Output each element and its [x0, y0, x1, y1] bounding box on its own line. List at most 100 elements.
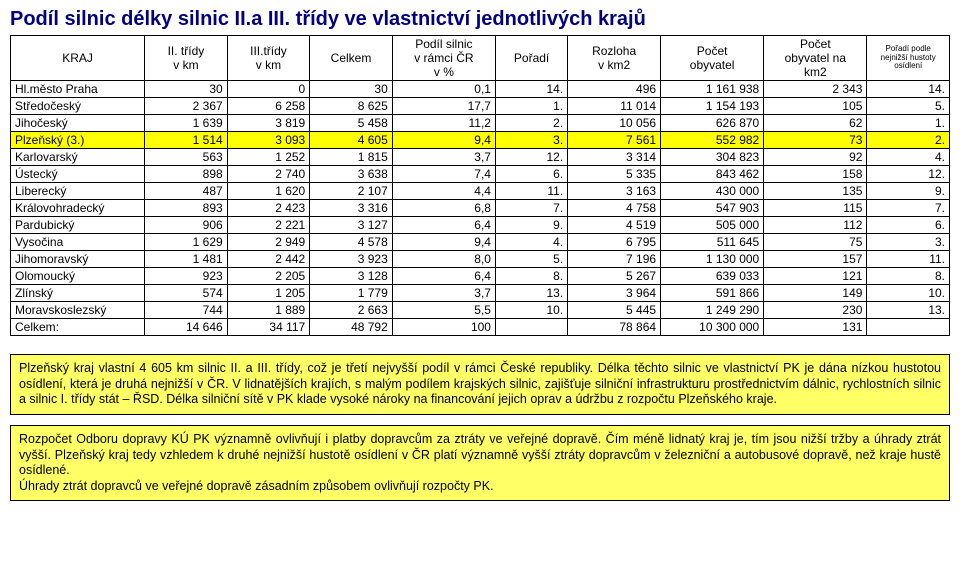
row-value: 1 639 [145, 115, 228, 132]
row-value: 2 205 [227, 268, 310, 285]
table-row: Plzeňský (3.)1 5143 0934 6059,43.7 56155… [11, 132, 950, 149]
row-value: 112 [764, 217, 867, 234]
row-value: 10. [495, 302, 567, 319]
row-value: 1 779 [310, 285, 393, 302]
row-value: 105 [764, 98, 867, 115]
row-value: 304 823 [661, 149, 764, 166]
col-header: Početobyvatel nakm2 [764, 36, 867, 81]
row-value: 30 [310, 81, 393, 98]
table-row: Karlovarský5631 2521 8153,712.3 314304 8… [11, 149, 950, 166]
row-value: 10 300 000 [661, 319, 764, 336]
row-value: 9. [867, 183, 950, 200]
row-value: 6. [867, 217, 950, 234]
row-value: 12. [495, 149, 567, 166]
table-row: Vysočina1 6292 9494 5789,44.6 795511 645… [11, 234, 950, 251]
row-value: 48 792 [310, 319, 393, 336]
table-row: Královohradecký8932 4233 3166,87.4 75854… [11, 200, 950, 217]
row-value: 6,4 [392, 217, 495, 234]
row-value: 4 758 [568, 200, 661, 217]
row-label: Královohradecký [11, 200, 145, 217]
row-value: 149 [764, 285, 867, 302]
row-value: 13. [867, 302, 950, 319]
row-value: 1 815 [310, 149, 393, 166]
row-label: Středočeský [11, 98, 145, 115]
row-value: 1 205 [227, 285, 310, 302]
row-label: Jihomoravský [11, 251, 145, 268]
row-value: 5. [495, 251, 567, 268]
row-value: 843 462 [661, 166, 764, 183]
row-label: Vysočina [11, 234, 145, 251]
row-label: Olomoucký [11, 268, 145, 285]
row-value: 6. [495, 166, 567, 183]
table-row: Středočeský2 3676 2588 62517,71.11 0141 … [11, 98, 950, 115]
paragraph-1: Plzeňský kraj vlastní 4 605 km silnic II… [10, 354, 950, 415]
table-row: Liberecký4871 6202 1074,411.3 163430 000… [11, 183, 950, 200]
col-header: Celkem [310, 36, 393, 81]
row-label: Pardubický [11, 217, 145, 234]
row-label: Moravskoslezský [11, 302, 145, 319]
table-row: Moravskoslezský7441 8892 6635,510.5 4451… [11, 302, 950, 319]
row-value: 115 [764, 200, 867, 217]
row-value: 11 014 [568, 98, 661, 115]
row-value: 1 620 [227, 183, 310, 200]
row-value: 3 314 [568, 149, 661, 166]
row-value: 8,0 [392, 251, 495, 268]
row-value: 2 343 [764, 81, 867, 98]
row-value: 14 646 [145, 319, 228, 336]
row-label: Hl.město Praha [11, 81, 145, 98]
row-value: 17,7 [392, 98, 495, 115]
row-value: 496 [568, 81, 661, 98]
row-label: Jihočeský [11, 115, 145, 132]
row-value: 8 625 [310, 98, 393, 115]
row-value: 30 [145, 81, 228, 98]
table-row: Zlínský5741 2051 7793,713.3 964591 86614… [11, 285, 950, 302]
row-value: 3 127 [310, 217, 393, 234]
row-value: 898 [145, 166, 228, 183]
table-row: Ústecký8982 7403 6387,46.5 335843 462158… [11, 166, 950, 183]
row-value: 4 605 [310, 132, 393, 149]
row-value: 11. [495, 183, 567, 200]
row-value: 2 442 [227, 251, 310, 268]
row-value: 92 [764, 149, 867, 166]
table-row: Jihomoravský1 4812 4423 9238,05.7 1961 1… [11, 251, 950, 268]
row-value: 9. [495, 217, 567, 234]
table-row-total: Celkem:14 64634 11748 79210078 86410 300… [11, 319, 950, 336]
row-label: Karlovarský [11, 149, 145, 166]
row-value: 1 481 [145, 251, 228, 268]
row-value: 121 [764, 268, 867, 285]
col-header: Početobyvatel [661, 36, 764, 81]
row-value: 5. [867, 98, 950, 115]
table-row: Pardubický9062 2213 1276,49.4 519505 000… [11, 217, 950, 234]
row-value: 906 [145, 217, 228, 234]
row-value: 6,8 [392, 200, 495, 217]
page-title: Podíl silnic délky silnic II.a III. tříd… [10, 8, 950, 31]
row-value: 6 258 [227, 98, 310, 115]
row-value: 511 645 [661, 234, 764, 251]
row-value: 430 000 [661, 183, 764, 200]
row-value: 1. [867, 115, 950, 132]
row-value: 7. [867, 200, 950, 217]
row-value: 2 107 [310, 183, 393, 200]
row-value: 8. [495, 268, 567, 285]
row-value: 3 093 [227, 132, 310, 149]
row-value: 1 252 [227, 149, 310, 166]
row-value: 6,4 [392, 268, 495, 285]
row-value: 1. [495, 98, 567, 115]
row-value: 1 161 938 [661, 81, 764, 98]
data-table: KRAJII. třídyv kmIII.třídyv kmCelkemPodí… [10, 35, 950, 336]
row-value: 135 [764, 183, 867, 200]
row-value: 0 [227, 81, 310, 98]
row-value: 626 870 [661, 115, 764, 132]
row-value: 563 [145, 149, 228, 166]
row-value: 574 [145, 285, 228, 302]
row-value: 10. [867, 285, 950, 302]
row-value: 3. [867, 234, 950, 251]
row-value: 158 [764, 166, 867, 183]
row-value: 2 740 [227, 166, 310, 183]
row-value: 547 903 [661, 200, 764, 217]
row-value: 11. [867, 251, 950, 268]
row-value: 591 866 [661, 285, 764, 302]
row-value: 923 [145, 268, 228, 285]
row-value: 3 163 [568, 183, 661, 200]
row-value: 11,2 [392, 115, 495, 132]
